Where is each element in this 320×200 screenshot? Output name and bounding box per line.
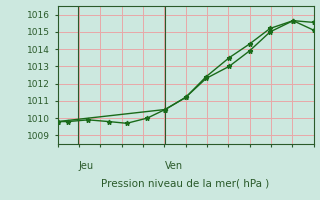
Text: Ven: Ven [165, 161, 183, 171]
Text: Pression niveau de la mer( hPa ): Pression niveau de la mer( hPa ) [101, 178, 270, 188]
Text: Jeu: Jeu [78, 161, 93, 171]
